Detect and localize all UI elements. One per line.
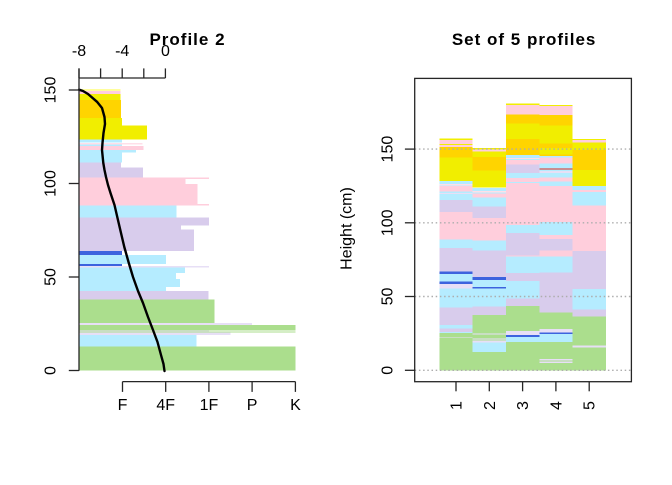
svg-text:5: 5 — [582, 401, 599, 410]
svg-text:Profile 2: Profile 2 — [149, 30, 225, 49]
svg-text:4F: 4F — [156, 397, 175, 414]
svg-text:-4: -4 — [115, 43, 129, 60]
svg-text:P: P — [247, 397, 258, 414]
svg-text:4: 4 — [548, 401, 565, 410]
svg-text:Set of 5 profiles: Set of 5 profiles — [452, 30, 597, 49]
svg-text:100: 100 — [380, 209, 397, 236]
svg-text:Height (cm): Height (cm) — [339, 187, 356, 270]
svg-text:2: 2 — [482, 401, 499, 410]
svg-text:0: 0 — [380, 366, 397, 375]
svg-text:0: 0 — [161, 43, 170, 60]
svg-text:100: 100 — [43, 170, 60, 197]
svg-text:50: 50 — [380, 288, 397, 306]
svg-text:-8: -8 — [72, 43, 86, 60]
svg-text:3: 3 — [515, 401, 532, 410]
svg-text:0: 0 — [43, 366, 60, 375]
svg-text:F: F — [118, 397, 128, 414]
svg-text:K: K — [290, 397, 301, 414]
svg-text:1F: 1F — [200, 397, 219, 414]
svg-text:150: 150 — [43, 77, 60, 104]
svg-text:50: 50 — [43, 268, 60, 286]
svg-text:150: 150 — [380, 136, 397, 163]
svg-text:1: 1 — [449, 401, 466, 410]
